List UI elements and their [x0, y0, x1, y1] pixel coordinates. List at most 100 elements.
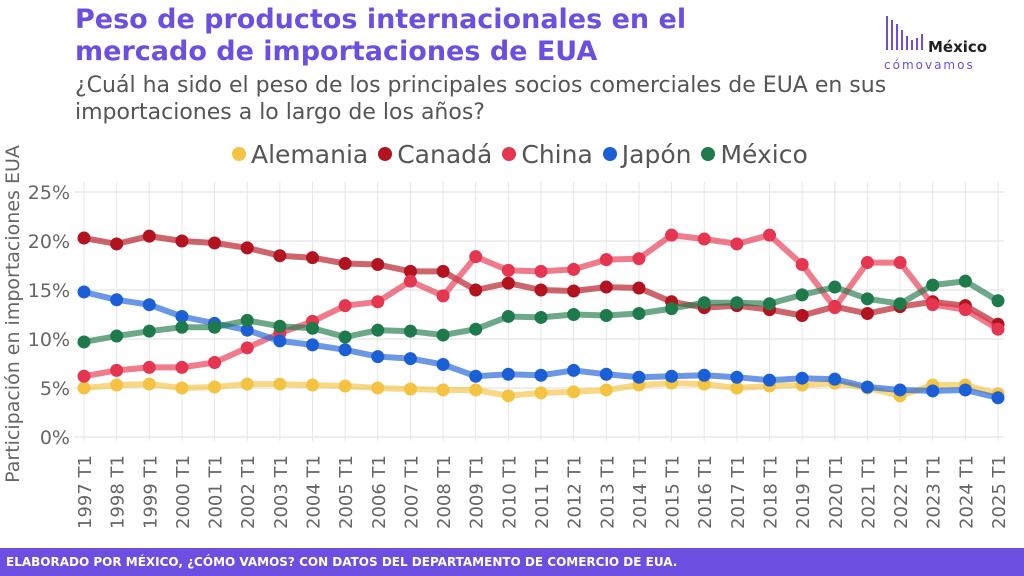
data-point-alemania — [403, 382, 417, 396]
chart-title: Peso de productos internacionales en el … — [75, 4, 687, 67]
data-point-mexico — [338, 330, 352, 344]
x-tick-label: 2025 T1 — [989, 455, 1010, 529]
data-point-mexico — [142, 324, 156, 338]
data-point-japon — [991, 391, 1005, 405]
legend-label: Japón — [621, 139, 692, 169]
data-point-japon — [893, 383, 907, 397]
data-point-canada — [403, 264, 417, 278]
data-point-china — [828, 301, 842, 315]
data-point-canada — [338, 257, 352, 271]
data-point-japon — [860, 380, 874, 394]
data-point-alemania — [306, 378, 319, 392]
legend-item-alemania: Alemania — [232, 140, 368, 169]
data-point-china — [926, 298, 940, 312]
data-point-canada — [77, 231, 91, 245]
data-point-alemania — [534, 386, 548, 400]
data-point-japon — [828, 372, 842, 386]
x-tick-label: 2001 T1 — [206, 455, 227, 529]
data-point-japon — [665, 369, 679, 383]
data-point-canada — [306, 251, 319, 265]
data-point-china — [240, 341, 254, 355]
x-tick-label: 2015 T1 — [663, 455, 684, 529]
logo-word: México — [928, 38, 988, 56]
data-point-canada — [208, 236, 222, 250]
data-point-canada — [273, 249, 287, 263]
data-point-china — [991, 322, 1005, 336]
legend-marker — [701, 147, 716, 161]
data-point-mexico — [730, 296, 744, 310]
data-point-mexico — [77, 335, 91, 349]
data-point-japon — [632, 370, 646, 384]
data-point-alemania — [730, 381, 744, 395]
data-point-china — [763, 228, 776, 242]
data-point-alemania — [110, 378, 124, 392]
data-point-canada — [534, 283, 548, 297]
x-tick-label: 2003 T1 — [271, 455, 292, 529]
data-point-japon — [926, 384, 940, 398]
data-point-japon — [338, 343, 352, 357]
data-point-japon — [697, 368, 711, 382]
data-point-canada — [632, 281, 646, 295]
x-tick-label: 2013 T1 — [597, 455, 618, 529]
data-point-japon — [501, 367, 515, 381]
legend-marker — [602, 147, 617, 161]
chart-legend: Alemania Canadá China Japón México — [232, 138, 818, 170]
footer-bar: ELABORADO POR MÉXICO, ¿CÓMO VAMOS? CON D… — [0, 548, 1024, 576]
x-tick-label: 2002 T1 — [238, 455, 259, 529]
data-point-japon — [567, 363, 581, 377]
data-point-china — [534, 264, 548, 278]
data-point-china — [665, 228, 679, 242]
x-tick-label: 2010 T1 — [499, 455, 520, 529]
data-point-alemania — [273, 377, 287, 391]
logo-subword: cómovamos — [884, 58, 975, 72]
x-tick-label: 2009 T1 — [467, 455, 488, 529]
logo-bars-icon — [886, 16, 923, 50]
data-point-japon — [958, 383, 972, 397]
data-point-canada — [371, 258, 385, 272]
data-point-canada — [240, 241, 254, 255]
chart-subtitle: ¿Cuál ha sido el peso de los principales… — [75, 73, 887, 125]
data-point-mexico — [306, 321, 319, 335]
data-point-china — [501, 263, 515, 277]
data-point-mexico — [893, 297, 907, 311]
x-tick-label: 2019 T1 — [793, 455, 814, 529]
data-point-china — [697, 232, 711, 246]
x-tick-label: 2018 T1 — [761, 455, 782, 529]
data-point-mexico — [632, 307, 646, 321]
data-point-alemania — [567, 385, 581, 399]
brand-logo: México cómovamos — [884, 14, 1014, 72]
data-point-mexico — [958, 274, 972, 288]
data-point-mexico — [403, 324, 417, 338]
data-point-china — [175, 360, 189, 374]
data-point-japon — [795, 371, 809, 385]
data-point-canada — [860, 307, 874, 321]
data-point-alemania — [240, 377, 254, 391]
x-tick-label: 2017 T1 — [728, 455, 749, 529]
x-tick-label: 2011 T1 — [532, 455, 553, 529]
data-point-canada — [175, 234, 189, 248]
data-point-china — [77, 369, 91, 383]
data-point-mexico — [991, 294, 1005, 308]
data-point-mexico — [567, 308, 581, 321]
data-point-japon — [77, 285, 91, 299]
data-point-alemania — [469, 383, 483, 397]
x-tick-label: 2004 T1 — [304, 455, 325, 529]
x-tick-label: 2006 T1 — [369, 455, 390, 529]
data-point-japon — [599, 367, 613, 381]
data-point-mexico — [371, 323, 385, 337]
data-point-china — [632, 252, 646, 266]
data-point-canada — [599, 280, 613, 294]
data-point-mexico — [860, 292, 874, 306]
x-tick-label: 1998 T1 — [108, 455, 129, 529]
line-chart: 0% 5% 10% 15% 20% 25% 1997 T1 1998 T1 1999 T1 200… — [2, 145, 1010, 529]
data-point-mexico — [469, 322, 483, 336]
data-point-mexico — [208, 320, 222, 334]
legend-label: Canadá — [397, 139, 493, 169]
legend-item-canada: Canadá — [378, 140, 492, 169]
legend-item-china: China — [502, 140, 593, 169]
data-point-japon — [436, 357, 450, 371]
data-point-china — [142, 360, 156, 374]
data-point-china — [795, 258, 809, 272]
x-tick-label: 2008 T1 — [434, 455, 455, 529]
data-point-japon — [763, 373, 776, 387]
